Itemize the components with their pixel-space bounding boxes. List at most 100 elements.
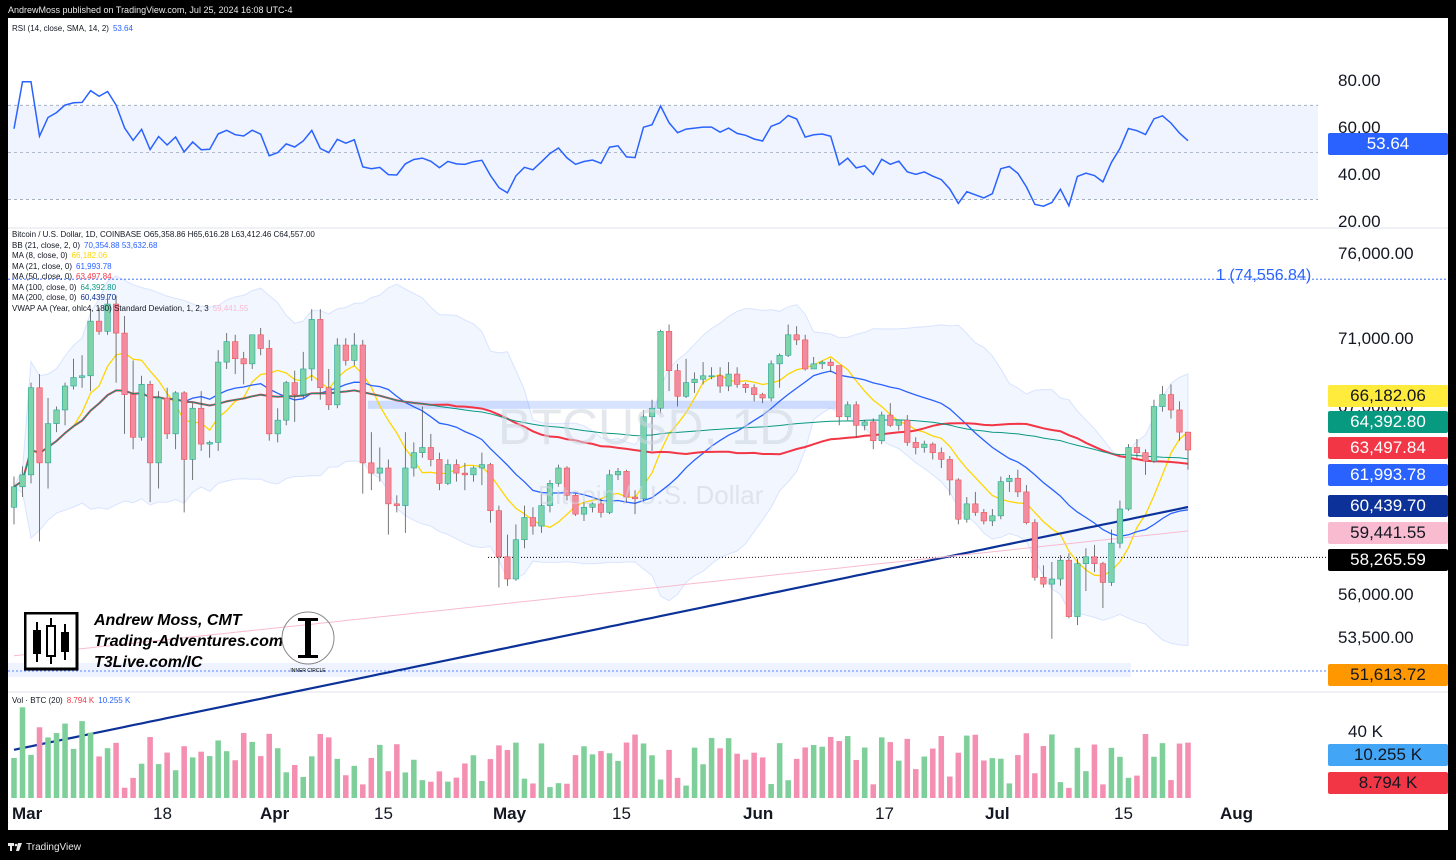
indicator-legend-list: BB (21, close, 2, 0) 70,354.88 53,632.68 M… <box>12 241 315 315</box>
volume-bar <box>189 757 196 798</box>
volume-bar <box>598 751 604 798</box>
volume-bar <box>793 758 800 798</box>
volume-legend-value: 8.794 K <box>66 696 95 705</box>
volume-bar <box>776 743 783 798</box>
candle-body <box>393 503 400 506</box>
volume-bar <box>326 737 332 798</box>
volume-bar <box>717 748 723 798</box>
volume-bar <box>844 736 851 798</box>
candle-body <box>181 392 188 460</box>
rsi-line <box>13 81 1189 208</box>
candle-body <box>249 334 256 365</box>
emblem-text: INNER CIRCLE <box>290 668 326 674</box>
volume-bar <box>1159 743 1166 798</box>
volume-bar <box>606 753 613 798</box>
candle-body <box>427 447 434 460</box>
candle-body <box>78 375 86 378</box>
rsi-axis-tick: 20.00 <box>1338 212 1381 231</box>
candle-body <box>546 483 554 506</box>
volume-bar <box>402 772 409 798</box>
price-axis-tick: 53,500.00 <box>1338 627 1414 647</box>
candle-body <box>657 331 664 409</box>
symbol-watermark: BTCUSD, 1D <box>498 399 796 455</box>
candle-body <box>1116 508 1124 544</box>
footer-brand: TradingView <box>26 841 82 853</box>
indicator-label: BB (21, close, 2, 0) <box>12 240 81 250</box>
volume-bar <box>870 784 876 798</box>
price-label: 60,439.70 <box>1328 495 1448 517</box>
candle-body <box>1099 563 1106 583</box>
candle-body <box>1023 491 1030 523</box>
chart-canvas[interactable]: RSI (14, close, SMA, 14, 2) 53.64 Bitcoin… <box>8 18 1448 830</box>
volume-bar <box>428 781 434 798</box>
candle-body <box>1057 559 1064 580</box>
candle-body <box>385 467 392 505</box>
candle-body <box>1006 477 1013 482</box>
indicator-label: MA (50, close, 0) <box>12 272 73 281</box>
candle-body <box>274 419 281 435</box>
indicator-value: 66,182.06 <box>71 251 108 260</box>
candle-body <box>317 319 324 389</box>
candle-body <box>938 452 945 460</box>
candle-body <box>904 419 911 443</box>
volume-bar <box>623 742 630 798</box>
candle-body <box>555 467 562 484</box>
volume-bar <box>249 741 255 798</box>
candle-body <box>861 421 868 426</box>
volume-bar <box>308 756 315 798</box>
rsi-legend: RSI (14, close, SMA, 14, 2) 53.64 <box>12 24 133 35</box>
candle-body <box>376 467 383 474</box>
volume-bar <box>479 781 485 798</box>
volume-bar <box>802 747 808 798</box>
candle-body <box>368 462 375 474</box>
candle-body <box>844 404 851 418</box>
candle-body <box>989 515 996 522</box>
indicator-value: 63,497.84 <box>76 272 112 281</box>
volume-bar <box>19 707 26 798</box>
volume-bar <box>751 752 757 798</box>
candle-body <box>1176 409 1183 433</box>
candle-body <box>1150 406 1158 462</box>
candle-body <box>334 344 341 406</box>
volume-bar <box>666 749 672 798</box>
volume-bar <box>742 759 749 798</box>
volume-legend-label: Vol · BTC (20) <box>12 696 63 705</box>
volume-bar <box>861 747 868 798</box>
demand-zone <box>8 662 1131 677</box>
candle-body <box>683 382 690 397</box>
candle-body <box>215 361 222 443</box>
time-axis-label: 15 <box>612 804 631 823</box>
candle-body <box>240 358 247 365</box>
candle-body <box>1091 556 1098 564</box>
volume-bar <box>1185 742 1191 798</box>
candle-body <box>521 517 528 541</box>
volume-bar <box>343 775 349 798</box>
volume-bar <box>164 752 170 798</box>
volume-bar <box>836 741 842 798</box>
volume-bar <box>291 765 298 798</box>
indicator-label: MA (100, close, 0) <box>12 282 77 292</box>
indicator-legend-row: MA (200, close, 0) 60,439.70 <box>12 293 315 304</box>
volume-bar <box>632 734 638 798</box>
time-axis-label: 15 <box>1114 804 1133 823</box>
ma200-line <box>13 505 1189 751</box>
candle-body <box>980 512 987 522</box>
volume-bar <box>411 759 417 798</box>
candle-body <box>44 423 52 464</box>
footer-bar: TradingView <box>8 834 81 860</box>
candle-body <box>359 344 366 464</box>
volume-bar <box>615 760 621 798</box>
volume-bar <box>121 787 128 798</box>
candle-body <box>648 407 656 418</box>
candle-body <box>436 459 443 484</box>
chart-svg[interactable] <box>8 18 1448 830</box>
candle-body <box>674 370 681 397</box>
volume-bar <box>904 738 911 798</box>
time-axis-label: Jun <box>743 804 774 823</box>
volume-bar <box>725 738 732 798</box>
price-legend: Bitcoin / U.S. Dollar, 1D, COINBASE O65,… <box>12 230 315 314</box>
volume-bar <box>1091 744 1098 798</box>
candle-body <box>495 510 502 558</box>
candle-body <box>87 320 94 377</box>
